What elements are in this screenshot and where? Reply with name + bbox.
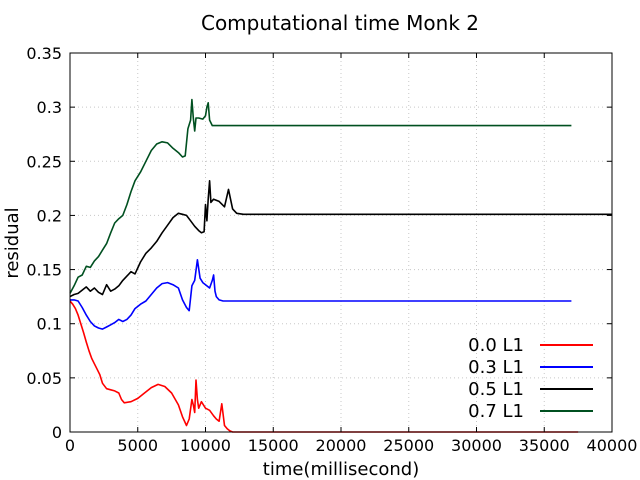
y-tick-label: 0.1	[37, 315, 62, 334]
tick-layer	[69, 52, 613, 433]
y-tick-label: 0.25	[26, 152, 62, 171]
series-layer	[69, 98, 612, 433]
y-tick-label: 0	[52, 423, 62, 442]
y-tick-label: 0.05	[26, 369, 62, 388]
series-line-1	[70, 258, 572, 330]
legend-entry-label: 0.5 L1	[468, 379, 524, 400]
y-tick-label: 0.15	[26, 261, 62, 280]
legend-entry-label: 0.3 L1	[468, 357, 524, 378]
x-tick-label: 5000	[117, 436, 158, 455]
series-line-3	[69, 98, 572, 294]
legend-entry-label: 0.7 L1	[468, 401, 524, 422]
tick-label-layer: 0 5000 10000 15000 20000 25000 30000 35000 40000…	[26, 44, 637, 455]
series-line-0	[69, 300, 579, 433]
y-tick-label: 0.3	[37, 98, 62, 117]
x-tick-label: 30000	[451, 436, 502, 455]
legend-entry-label: 0.0 L1	[468, 335, 524, 356]
y-tick-label: 0.2	[37, 206, 62, 225]
x-tick-label: 15000	[248, 436, 299, 455]
y-axis-title: residual	[2, 207, 23, 278]
x-tick-label: 40000	[587, 436, 638, 455]
x-tick-label: 25000	[383, 436, 434, 455]
legend: 0.0 L10.3 L10.5 L10.7 L1	[468, 335, 593, 422]
x-tick-label: 0	[65, 436, 75, 455]
y-tick-label: 0.35	[26, 44, 62, 63]
chart-title: Computational time Monk 2	[201, 11, 479, 35]
x-axis-title: time(millisecond)	[263, 459, 419, 480]
x-tick-label: 35000	[519, 436, 570, 455]
series-line-2	[69, 180, 612, 298]
x-tick-label: 10000	[180, 436, 231, 455]
x-tick-label: 20000	[316, 436, 367, 455]
